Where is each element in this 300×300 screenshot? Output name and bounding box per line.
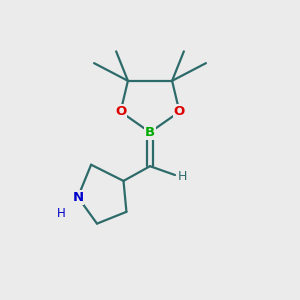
Text: H: H [178,170,187,183]
Text: O: O [115,105,126,118]
Text: B: B [145,126,155,139]
Text: O: O [174,105,185,118]
Text: N: N [72,190,83,204]
Text: H: H [57,207,66,220]
